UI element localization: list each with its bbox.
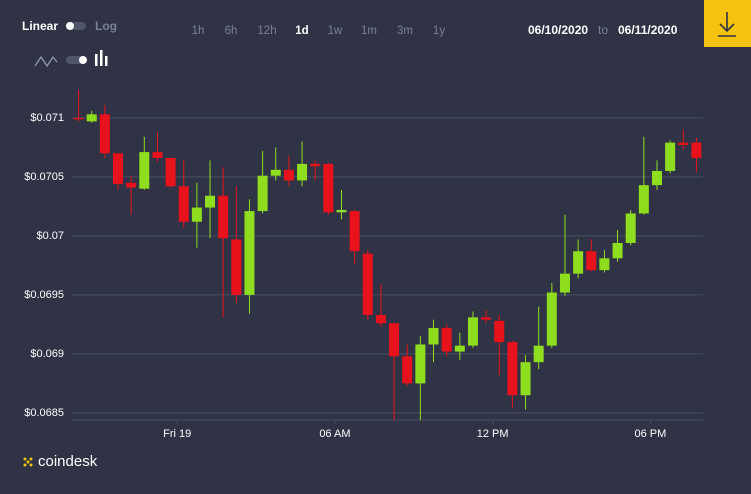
candle-body [270, 169, 281, 176]
scale-log[interactable]: Log [95, 19, 117, 33]
date-separator: to [598, 23, 608, 37]
candle-icon[interactable] [95, 50, 108, 66]
candle-body [349, 211, 360, 252]
candle-body [257, 175, 268, 212]
candle-body [297, 163, 308, 181]
candle-body [573, 251, 584, 274]
x-tick-label: Fri 19 [163, 428, 191, 440]
logo-dot [23, 457, 27, 461]
range-button[interactable]: 1m [361, 25, 377, 37]
candle-body [586, 251, 597, 271]
y-tick-label: $0.069 [30, 348, 64, 360]
x-tick-label: 06 PM [635, 428, 667, 440]
candle-body [559, 273, 570, 293]
candle-body [165, 157, 176, 187]
candle-body [375, 314, 386, 324]
candle-body [283, 169, 294, 181]
range-button[interactable]: 1d [295, 25, 308, 37]
candle-body [218, 195, 229, 239]
candle-body [336, 209, 347, 213]
candle-body [152, 152, 163, 158]
candle-body [441, 327, 452, 352]
line-icon[interactable] [34, 55, 58, 68]
candle-body [428, 327, 439, 345]
candle-body [599, 258, 610, 271]
brand-name: coindesk [38, 453, 98, 470]
candle-body [533, 345, 544, 363]
candle-body [389, 323, 400, 357]
icon-bar [95, 54, 98, 66]
candle-body [638, 185, 649, 214]
x-tick-label: 12 PM [477, 428, 509, 440]
candle-body [625, 213, 636, 243]
candle-body [678, 142, 689, 146]
candle-body [191, 207, 202, 222]
logo-dot [29, 463, 33, 467]
candle-body [86, 114, 97, 122]
candle-body [362, 253, 373, 315]
y-tick-label: $0.071 [30, 112, 64, 124]
range-button[interactable]: 12h [257, 25, 276, 37]
candle-body [651, 170, 662, 186]
date-from[interactable]: 06/10/2020 [528, 23, 588, 37]
candle-body [494, 320, 505, 343]
date-to[interactable]: 06/11/2020 [618, 23, 678, 37]
range-button[interactable]: 1h [192, 25, 205, 37]
candle-body [454, 345, 465, 352]
candle-body [507, 342, 518, 396]
icon-bar [100, 50, 103, 66]
candle-body [467, 317, 478, 346]
candle-body [113, 153, 124, 184]
candle-body [178, 186, 189, 222]
candle-body [73, 117, 84, 120]
toggle-knob [79, 56, 87, 64]
candle-body [665, 142, 676, 171]
range-button[interactable]: 1w [328, 25, 343, 37]
toggle-knob [66, 22, 74, 30]
icon-bar [105, 56, 108, 66]
candle-body [546, 292, 557, 346]
candle-body [99, 114, 110, 154]
x-tick-label: 06 AM [319, 428, 350, 440]
range-button[interactable]: 1y [433, 25, 445, 37]
candle-body [310, 163, 321, 167]
scale-linear[interactable]: Linear [22, 19, 58, 33]
logo-dot [26, 460, 30, 464]
y-tick-label: $0.0695 [24, 289, 64, 301]
candle-body [231, 239, 242, 295]
candle-body [126, 182, 137, 188]
logo-dot [29, 457, 33, 461]
candle-body [205, 195, 216, 208]
brand-logo [23, 457, 33, 467]
download-icon [718, 12, 736, 37]
candle-body [139, 152, 150, 189]
candle-body [520, 362, 531, 396]
y-tick-label: $0.0685 [24, 407, 64, 419]
y-tick-label: $0.07 [36, 230, 64, 242]
candle-body [612, 242, 623, 259]
range-button[interactable]: 3m [397, 25, 413, 37]
candle-body [415, 344, 426, 384]
range-button[interactable]: 6h [225, 25, 238, 37]
candle-body [244, 211, 255, 295]
y-tick-label: $0.0705 [24, 171, 64, 183]
candle-body [402, 356, 413, 384]
candle-body [691, 142, 702, 158]
candle-body [481, 317, 492, 320]
logo-dot [23, 463, 27, 467]
download-button[interactable] [704, 0, 751, 47]
candle-body [323, 163, 334, 213]
